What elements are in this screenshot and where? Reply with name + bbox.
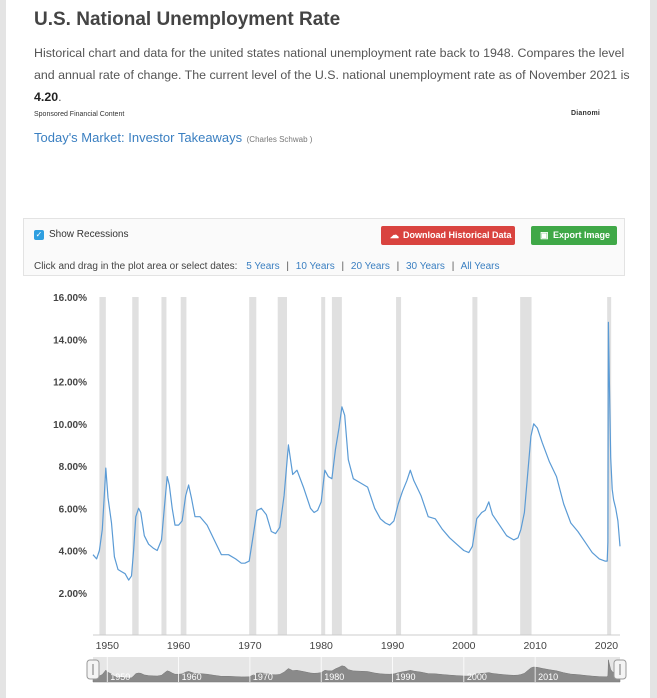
range-all-years[interactable]: All Years [460,261,500,272]
recession-band [132,297,139,635]
check-icon: ✓ [35,230,43,239]
recession-band [321,297,326,635]
recession-band [99,297,106,635]
left-page-border [0,0,6,698]
export-button-label: Export Image [553,230,611,240]
navigator-tick-label: 1980 [324,672,344,682]
x-tick-label: 1990 [381,640,405,652]
download-historical-data-button[interactable]: ☁ Download Historical Data [381,226,515,245]
description-text: Historical chart and data for the united… [34,46,630,82]
range-10-years[interactable]: 10 Years [295,261,335,272]
show-recessions-checkbox[interactable]: ✓ [34,230,44,240]
range-30-years[interactable]: 30 Years [406,261,445,272]
recession-band [180,297,187,635]
sponsor-logo: Dianomi [571,110,601,117]
range-separator: | [341,261,345,272]
recession-band [472,297,478,635]
unemployment-rate-chart[interactable]: 2.00% 4.00% 6.00% 8.00% 10.00% 12.00% 14.00% 16… [0,280,657,698]
x-tick-label: 1980 [310,640,334,652]
x-axis-labels: 1950 1960 1970 1980 1990 2000 2010 2020 [96,640,619,652]
recession-band [249,297,257,635]
sponsored-label: Sponsored Financial Content [34,111,125,118]
recession-band [331,297,342,635]
range-prompt: Click and drag in the plot area or selec… [34,261,238,272]
navigator-tick-label: 1970 [253,672,273,682]
y-tick-label: 6.00% [59,504,87,515]
y-tick-label: 16.00% [53,293,87,304]
navigator-tick-label: 1960 [182,672,202,682]
navigator-right-handle[interactable] [613,659,627,680]
navigator-series-area [92,659,621,683]
y-tick-label: 10.00% [53,420,87,431]
x-tick-label: 2000 [452,640,476,652]
recession-band [161,297,167,635]
chart-controls: ✓ Show Recessions ☁ Download Historical … [23,218,625,276]
y-tick-label: 8.00% [59,462,87,473]
cloud-download-icon: ☁ [390,230,399,240]
navigator-tick-label: 2010 [538,672,558,682]
export-image-button[interactable]: ▣ Export Image [531,226,617,245]
range-separator: | [451,261,455,272]
navigator-left-handle[interactable] [86,659,100,680]
date-range-selector: Click and drag in the plot area or selec… [34,261,499,272]
x-tick-label: 2010 [523,640,547,652]
x-tick-label: 1950 [96,640,120,652]
y-tick-label: 4.00% [59,547,87,558]
x-tick-label: 1960 [167,640,191,652]
recession-band [520,297,532,635]
sponsored-link-row: Today's Market: Investor Takeaways (Char… [34,129,312,147]
y-tick-label: 14.00% [53,335,87,346]
navigator-tick-label: 1950 [110,672,130,682]
x-tick-label: 1970 [238,640,262,652]
navigator-tick-label: 2000 [467,672,487,682]
page-title: U.S. National Unemployment Rate [34,9,341,30]
range-separator: | [396,261,400,272]
right-page-border [650,0,657,698]
page-description: Historical chart and data for the united… [34,42,639,108]
description-period: . [58,90,62,104]
range-5-years[interactable]: 5 Years [246,261,280,272]
image-icon: ▣ [540,230,549,240]
sponsored-link[interactable]: Today's Market: Investor Takeaways [34,130,243,145]
x-tick-label: 2020 [595,640,619,652]
show-recessions-label[interactable]: Show Recessions [49,229,129,240]
unemployment-rate-line [92,321,621,581]
navigator-labels: 1950 1960 1970 1980 1990 2000 2010 [106,657,558,682]
range-separator: | [286,261,289,272]
range-20-years[interactable]: 20 Years [350,261,390,272]
range-navigator[interactable]: 1950 1960 1970 1980 1990 2000 2010 [86,657,627,683]
y-tick-label: 12.00% [53,378,87,389]
recession-bands [99,297,612,635]
download-button-label: Download Historical Data [403,230,512,240]
y-axis-labels: 2.00% 4.00% 6.00% 8.00% 10.00% 12.00% 14.00% 16… [53,293,87,600]
navigator-tick-label: 1990 [396,672,416,682]
recession-band [607,297,612,635]
recession-band [277,297,287,635]
y-tick-label: 2.00% [59,589,87,600]
recession-band [396,297,402,635]
sponsored-source: (Charles Schwab ) [246,135,313,144]
current-value: 4.20 [34,90,59,104]
